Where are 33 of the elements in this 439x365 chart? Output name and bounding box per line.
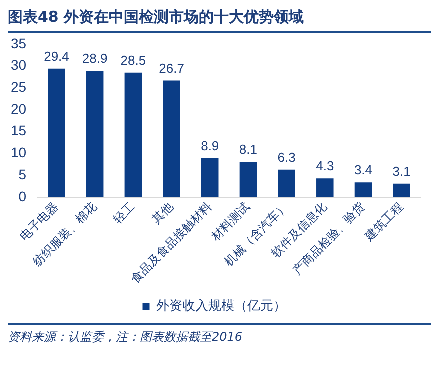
data-label: 28.9 [82,51,108,66]
bar [124,72,142,198]
data-label: 8.1 [239,142,258,158]
legend-label: 外资收入规模（亿元） [156,298,286,314]
data-label: 28.5 [120,52,146,68]
x-tick-label: 其他 [149,200,176,227]
data-label: 3.1 [392,164,411,179]
bar [393,184,410,198]
y-tick-label: 10 [10,144,27,161]
data-label: 8.9 [201,138,220,154]
y-tick-label: 5 [18,166,27,182]
bar [48,68,66,198]
data-label: 3.4 [354,162,373,178]
data-label: 4.3 [316,158,334,174]
bar [278,170,296,198]
bar [240,162,258,198]
y-tick-label: 25 [10,78,27,95]
text: 资料来源：认监委，注：图表数据截至2016 [8,329,244,346]
bar [86,71,104,198]
data-label: 26.7 [159,60,184,76]
y-tick-label: 0 [18,188,27,204]
data-label: 6.3 [278,150,296,165]
bar [163,80,180,198]
bar [354,182,372,198]
y-tick-label: 30 [10,57,27,74]
chart-title: 图表48 外资在中国检测市场的十大优势领域 [8,8,431,33]
y-tick-label: 15 [10,122,27,139]
y-tick-label: 20 [10,100,27,117]
bar [316,178,334,198]
y-tick-label: 35 [10,35,27,52]
x-tick-label: 轻工 [110,200,138,227]
data-label: 29.4 [44,48,70,64]
bar [201,158,219,198]
